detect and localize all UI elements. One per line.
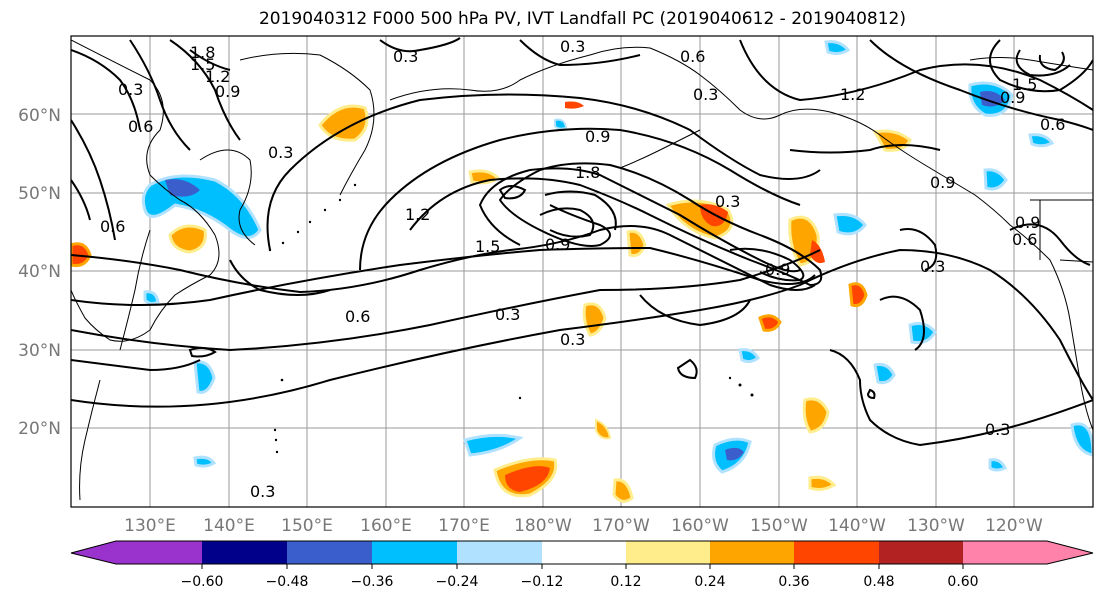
contour-label: 0.3 [920,257,945,276]
contour-label: 1.2 [205,67,230,86]
lon-tick-labels: 130°E 140°E 150°E 160°E 170°E 180°W 170°… [124,516,1043,536]
lon-label: 140°W [828,516,886,536]
colorbar-outline [70,540,1094,565]
contour-label: 1.8 [575,163,600,182]
colorbar-segment [794,541,879,564]
contour-label: 0.9 [1000,88,1025,107]
lon-label: 130°E [124,516,176,536]
colorbar-label: −0.12 [521,574,564,590]
colorbar-segment [372,541,457,564]
colorbar-label: −0.24 [436,574,479,590]
lat-label-30n: 30°N [18,341,61,361]
lon-label: 170°W [592,516,650,536]
contour-label: 0.6 [128,117,153,136]
lon-label: 180°W [514,516,572,536]
pv-contours [71,37,1093,447]
ivt-positive-shading [71,101,912,503]
contour-label: 0.3 [693,85,718,104]
lon-label: 160°W [671,516,729,536]
contour-label: 0.9 [765,260,790,279]
lat-label-60n: 60°N [18,106,61,126]
contour-label: 1.5 [475,237,500,256]
contour-label: 0.3 [715,192,740,211]
contour-label: 0.3 [393,47,418,66]
colorbar-segment [1047,541,1093,564]
contour-label: 0.9 [545,235,570,254]
contour-labels: 1.8 1.5 1.2 0.9 0.6 0.3 0.3 0.6 0.3 0.9 … [100,37,1065,501]
contour-label: 0.3 [268,143,293,162]
lon-label: 150°W [750,516,808,536]
contour-label: 0.6 [345,307,370,326]
contour-label: 0.6 [1040,115,1065,134]
lon-label: 150°E [281,516,333,536]
contour-label: 0.9 [930,173,955,192]
colorbar-label: 0.48 [863,574,894,590]
lon-label: 120°W [985,516,1043,536]
lon-label: 170°E [438,516,490,536]
colorbar-ticks [201,564,964,569]
contour-label: 1.5 [190,55,215,74]
colorbar-label: −0.60 [181,574,224,590]
colorbar-label: 0.24 [694,574,725,590]
colorbar-segment [626,541,710,564]
colorbar: −0.60 −0.48 −0.36 −0.24 −0.12 0.12 0.24 … [70,540,1094,590]
island-dots [268,183,754,454]
contour-label: 0.3 [495,305,520,324]
lon-label: 160°E [360,516,412,536]
contour-label: 1.8 [190,43,215,62]
contour-label: 0.9 [585,127,610,146]
contour-label: 0.3 [250,482,275,501]
colorbar-label: 0.60 [947,574,978,590]
contour-label: 0.3 [118,80,143,99]
contour-label: 0.9 [215,82,240,101]
lat-tick-labels: 60°N 50°N 40°N 30°N 20°N [18,106,61,439]
colorbar-segment [71,541,117,564]
colorbar-labels: −0.60 −0.48 −0.36 −0.24 −0.12 0.12 0.24 … [181,574,979,590]
map-frame [70,35,1094,508]
colorbar-label: 0.36 [778,574,809,590]
colorbar-segment [542,541,626,564]
colorbar-segment [963,541,1048,564]
lat-label-40n: 40°N [18,262,61,282]
contour-label: 0.3 [560,37,585,56]
contour-label: 0.6 [680,47,705,66]
graticule [71,36,1093,507]
colorbar-segment [287,541,372,564]
contour-label: 0.3 [985,420,1010,439]
colorbar-segment [116,541,202,564]
colorbar-label: 0.12 [610,574,641,590]
colorbar-segment [710,541,794,564]
lat-label-50n: 50°N [18,184,61,204]
colorbar-segment [879,541,963,564]
contour-label: 0.6 [100,217,125,236]
contour-label: 0.6 [1012,230,1037,249]
lat-label-20n: 20°N [18,419,61,439]
contour-label: 0.3 [560,330,585,349]
lon-label: 140°E [203,516,255,536]
coastlines [71,39,1093,501]
contour-label: 0.9 [1015,213,1040,232]
colorbar-segment [202,541,287,564]
ivt-negative-shading [141,40,1093,474]
contour-label: 1.2 [840,85,865,104]
map-title: 2019040312 F000 500 hPa PV, IVT Landfall… [258,9,906,29]
colorbar-segment [457,541,542,564]
lon-label: 130°W [907,516,965,536]
colorbar-label: −0.36 [351,574,394,590]
contour-label: 1.2 [405,205,430,224]
colorbar-label: −0.48 [266,574,309,590]
contour-label: 1.5 [1012,75,1037,94]
